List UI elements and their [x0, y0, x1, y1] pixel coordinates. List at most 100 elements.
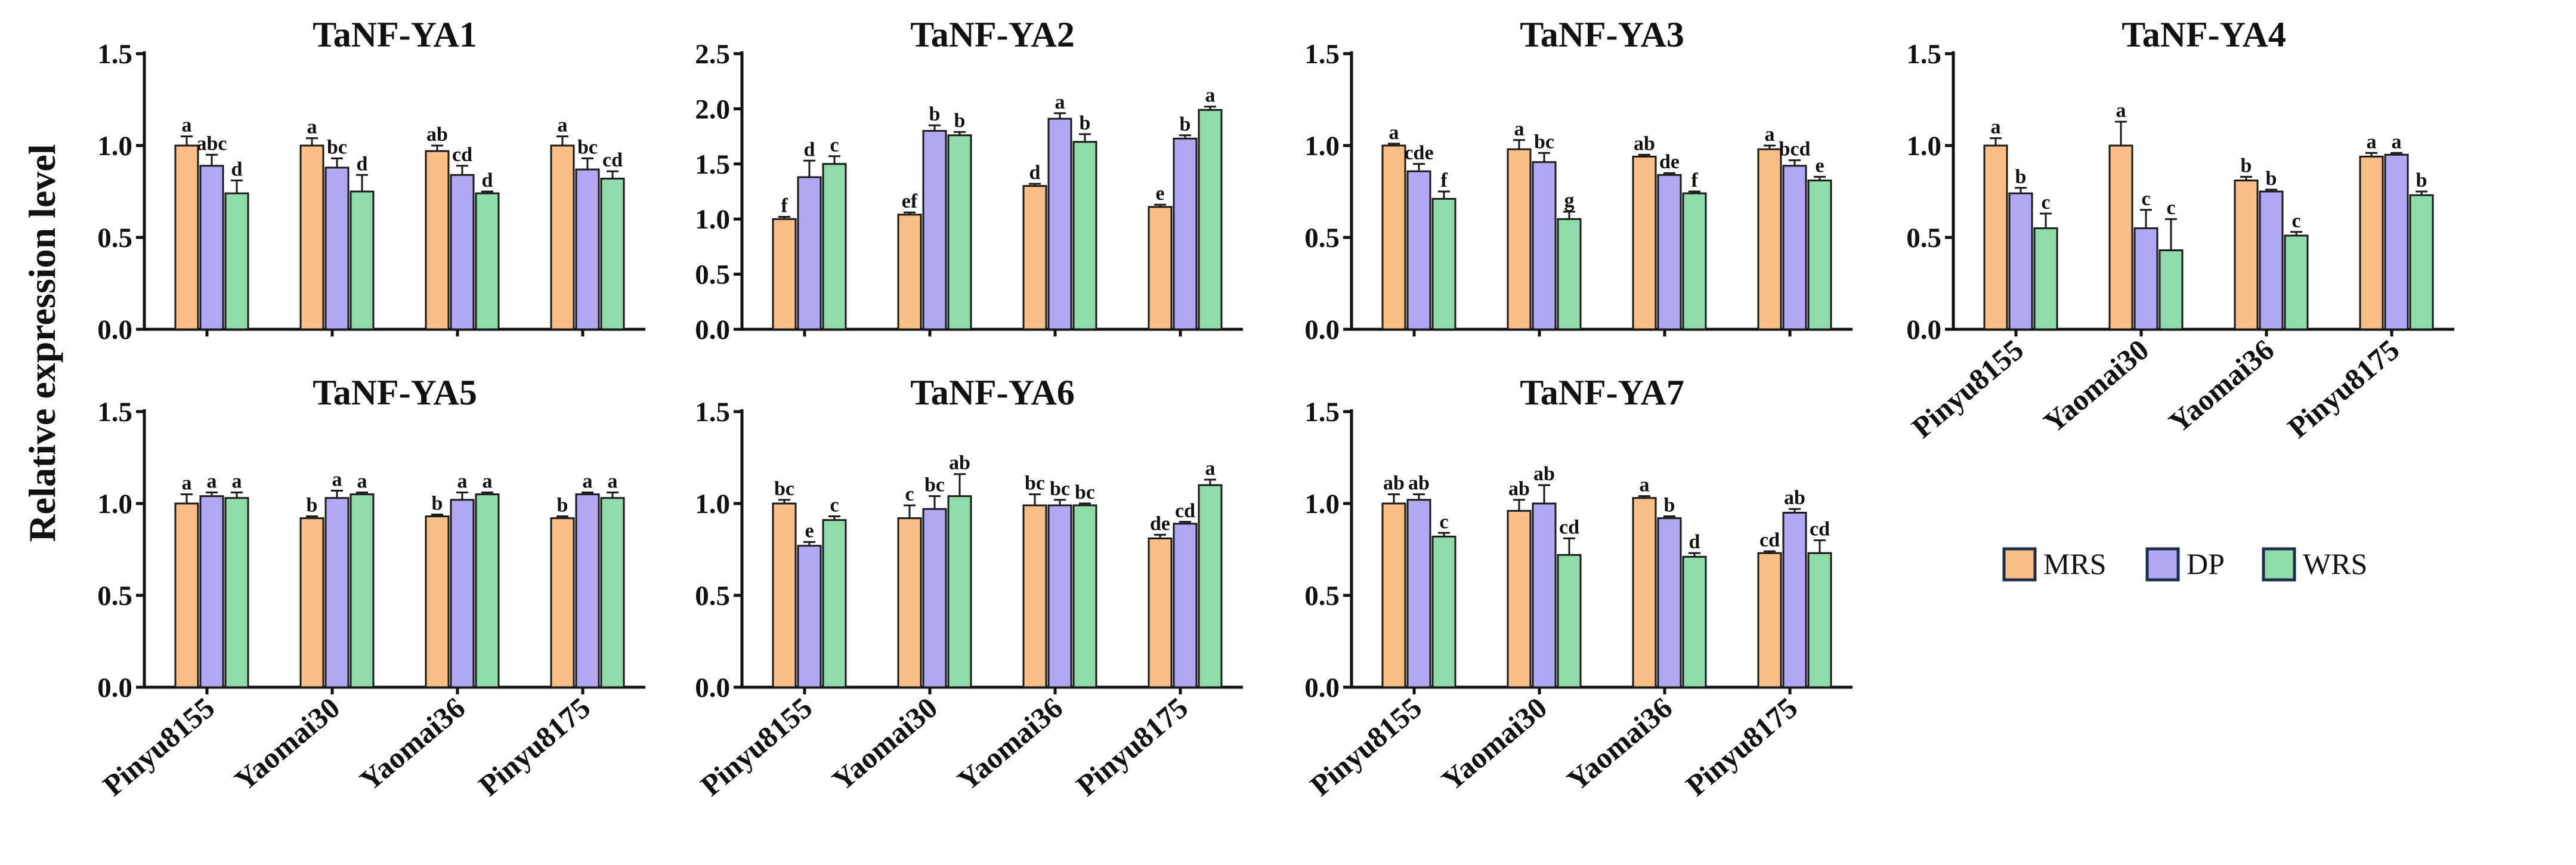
- bar-dp-pinyu8175: [2384, 153, 2409, 330]
- legend-item-wrs: WRS: [2262, 547, 2367, 582]
- significance-letter: bc: [924, 474, 945, 496]
- bar-mrs-pinyu8155: [772, 218, 797, 330]
- bar-wrs-pinyu8155: [1431, 197, 1456, 330]
- bar-mrs-yaomai36: [425, 150, 450, 330]
- y-tick-label: 0.0: [1906, 314, 1941, 345]
- significance-letter: e: [805, 520, 814, 542]
- significance-letter: ab: [1533, 463, 1555, 485]
- bar-mrs-yaomai36: [1022, 185, 1047, 330]
- bar-dp-yaomai30: [324, 497, 350, 688]
- y-tick-label: 1.0: [97, 131, 132, 162]
- bar-mrs-yaomai30: [2108, 144, 2133, 330]
- bar-wrs-yaomai30: [947, 134, 972, 330]
- x-tick-label: Pinyu8155: [97, 691, 221, 803]
- bar-wrs-yaomai36: [1072, 504, 1097, 688]
- chart-title: TaNF-YA1: [313, 15, 477, 54]
- bar-mrs-yaomai30: [897, 517, 922, 688]
- bar-mrs-yaomai36: [1632, 155, 1657, 330]
- bar-wrs-pinyu8155: [1431, 535, 1456, 688]
- significance-letter: a: [182, 115, 192, 137]
- significance-letter: a: [207, 471, 217, 493]
- significance-letter: a: [1765, 123, 1775, 146]
- significance-letter: c: [2141, 188, 2150, 210]
- significance-letter: ab: [1408, 472, 1430, 495]
- significance-letter: a: [1640, 474, 1650, 496]
- y-tick-label: 1.0: [97, 489, 132, 520]
- bar-mrs-pinyu8155: [772, 502, 797, 688]
- bar-wrs-pinyu8155: [2033, 227, 2058, 330]
- y-axis-label: Relative expression level: [21, 144, 63, 542]
- bar-dp-yaomai30: [1532, 161, 1557, 330]
- bar-dp-pinyu8175: [575, 168, 600, 330]
- bar-dp-pinyu8155: [199, 165, 224, 330]
- y-tick-label: 1.5: [1304, 397, 1340, 428]
- significance-letter: a: [1514, 118, 1524, 140]
- significance-letter: a: [457, 471, 468, 493]
- significance-letter: cd: [1559, 517, 1579, 539]
- bar-mrs-pinyu8155: [1381, 502, 1406, 688]
- significance-letter: a: [483, 471, 493, 493]
- significance-letter: a: [232, 471, 242, 493]
- significance-letter: cd: [602, 149, 623, 171]
- y-tick-label: 0.0: [97, 314, 132, 345]
- bar-dp-yaomai36: [1047, 118, 1072, 330]
- significance-letter: d: [1689, 531, 1700, 553]
- chart-panels: TaNF-YA10.00.51.01.5aabcdabcdabcddabccdT…: [97, 15, 2454, 802]
- y-tick-label: 1.5: [1906, 39, 1941, 70]
- y-tick-label: 0.5: [1906, 223, 1941, 254]
- x-tick-label: Pinyu8175: [472, 691, 596, 803]
- bar-dp-pinyu8175: [1173, 523, 1198, 688]
- significance-letter: b: [929, 103, 941, 125]
- significance-letter: b: [1080, 112, 1091, 134]
- bar-wrs-pinyu8175: [1198, 484, 1223, 688]
- significance-letter: d: [231, 159, 243, 181]
- significance-letter: d: [357, 153, 368, 175]
- significance-letter: cd: [1810, 518, 1830, 540]
- bar-wrs-yaomai30: [2158, 249, 2184, 330]
- significance-letter: bc: [577, 137, 598, 159]
- significance-letter: bc: [1075, 481, 1095, 503]
- bar-mrs-yaomai36: [2234, 180, 2259, 330]
- legend-swatch: [2002, 547, 2037, 582]
- significance-letter: b: [557, 495, 568, 517]
- significance-letter: e: [1155, 183, 1164, 205]
- significance-letter: d: [804, 138, 815, 160]
- significance-letter: c: [1439, 511, 1448, 533]
- bar-wrs-pinyu8155: [822, 163, 847, 330]
- y-tick-label: 1.0: [695, 489, 730, 520]
- significance-letter: a: [1991, 116, 2001, 138]
- bar-wrs-yaomai36: [475, 493, 500, 688]
- significance-letter: ef: [902, 190, 918, 212]
- x-tick-label: Pinyu8175: [1070, 691, 1194, 803]
- y-tick-label: 0.0: [695, 672, 730, 703]
- x-tick-label: Yaomai30: [228, 691, 346, 798]
- bar-mrs-pinyu8175: [2359, 155, 2384, 330]
- significance-letter: a: [2116, 100, 2126, 122]
- bar-dp-yaomai30: [922, 129, 947, 330]
- chart-title: TaNF-YA2: [910, 15, 1075, 54]
- y-tick-label: 1.0: [1304, 131, 1340, 162]
- bar-mrs-yaomai36: [425, 515, 450, 688]
- x-tick-label: Yaomai36: [951, 691, 1069, 798]
- significance-letter: c: [2292, 210, 2300, 232]
- y-tick-label: 0.5: [97, 580, 132, 611]
- bar-mrs-yaomai36: [1632, 497, 1657, 688]
- bar-wrs-yaomai30: [1557, 554, 1582, 688]
- significance-letter: de: [1150, 512, 1170, 535]
- x-tick-label: Pinyu8155: [1304, 691, 1428, 803]
- bar-wrs-pinyu8175: [1807, 180, 1832, 330]
- y-tick-label: 0.0: [1304, 314, 1340, 345]
- significance-letter: a: [2367, 131, 2377, 153]
- legend-label: MRS: [2043, 547, 2107, 580]
- bar-mrs-pinyu8175: [1757, 552, 1782, 688]
- significance-letter: bc: [1025, 472, 1045, 495]
- y-tick-label: 0.0: [695, 314, 730, 345]
- y-tick-label: 0.0: [97, 672, 132, 703]
- x-tick-label: Yaomai36: [2162, 333, 2280, 440]
